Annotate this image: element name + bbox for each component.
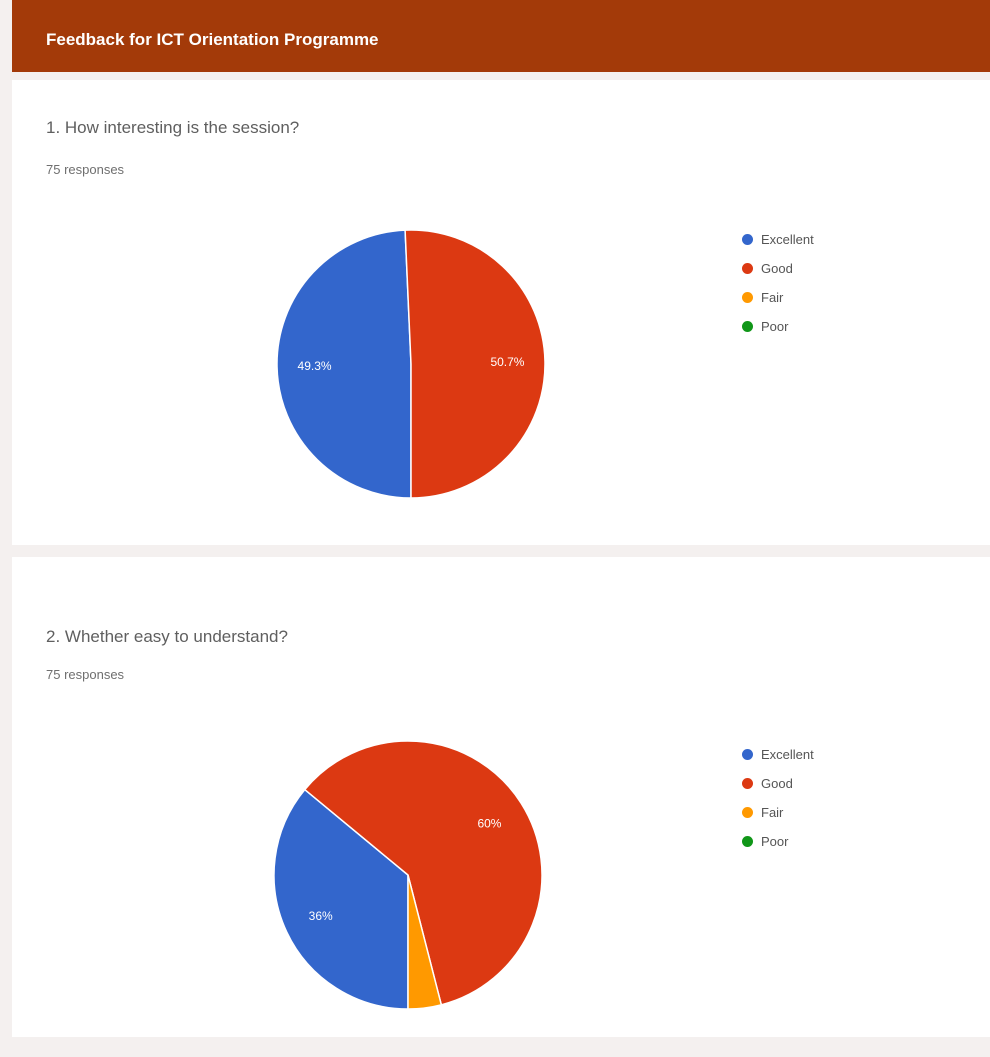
pie-slice-fair [407, 874, 443, 1010]
legend-item-poor: Poor [742, 827, 814, 856]
legend-swatch [742, 749, 753, 760]
form-header: Feedback for ICT Orientation Programme [12, 0, 990, 72]
legend-label: Good [761, 776, 793, 791]
pie-slice-good [303, 740, 543, 1006]
legend-item-excellent: Excellent [742, 740, 814, 769]
legend-swatch [742, 263, 753, 274]
question-card-2: 2. Whether easy to understand? 75 respon… [12, 557, 990, 1037]
legend-item-good: Good [742, 769, 814, 798]
pie-chart: 49.3% 50.7% [276, 229, 546, 499]
chart-legend: Excellent Good Fair Poor [742, 225, 814, 341]
pie-slice-excellent [276, 229, 412, 499]
slice-label-good: 60% [477, 816, 501, 830]
slice-label-good: 50.7% [490, 355, 524, 369]
legend-label: Fair [761, 805, 784, 820]
legend-item-fair: Fair [742, 798, 814, 827]
legend-swatch [742, 234, 753, 245]
question-title: 2. Whether easy to understand? [46, 627, 288, 646]
response-count: 75 responses [46, 667, 125, 682]
chart-legend: Excellent Good Fair Poor [742, 740, 814, 856]
slice-label-excellent: 36% [309, 909, 333, 923]
legend-item-poor: Poor [742, 312, 814, 341]
legend-label: Poor [761, 319, 789, 334]
question-card-1: 1. How interesting is the session? 75 re… [12, 80, 990, 545]
legend-swatch [742, 778, 753, 789]
legend-swatch [742, 292, 753, 303]
legend-label: Excellent [761, 232, 814, 247]
legend-swatch [742, 836, 753, 847]
legend-label: Poor [761, 834, 789, 849]
legend-swatch [742, 321, 753, 332]
pie-slice-good [404, 229, 546, 499]
legend-item-fair: Fair [742, 283, 814, 312]
response-count: 75 responses [46, 162, 125, 177]
form-title: Feedback for ICT Orientation Programme [46, 30, 379, 49]
legend-item-good: Good [742, 254, 814, 283]
legend-item-excellent: Excellent [742, 225, 814, 254]
slice-label-excellent: 49.3% [298, 359, 332, 373]
question-title: 1. How interesting is the session? [46, 118, 300, 137]
pie-chart: 36% 60% [273, 740, 543, 1010]
legend-label: Excellent [761, 747, 814, 762]
legend-swatch [742, 807, 753, 818]
pie-slice-excellent [273, 788, 409, 1010]
legend-label: Fair [761, 290, 784, 305]
legend-label: Good [761, 261, 793, 276]
